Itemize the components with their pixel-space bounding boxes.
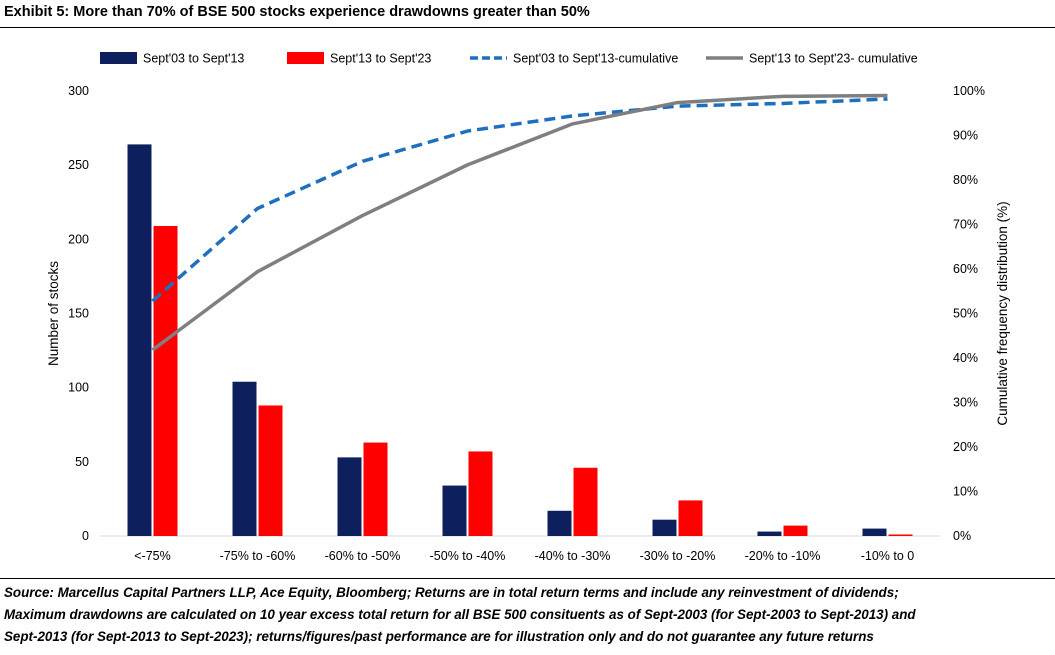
y2-tick-label: 30% bbox=[953, 396, 978, 410]
bar bbox=[232, 381, 257, 536]
x-tick-label: -50% to -40% bbox=[430, 549, 506, 563]
x-tick-label: -75% to -60% bbox=[220, 549, 296, 563]
bar bbox=[547, 510, 572, 536]
cumulative-line bbox=[151, 97, 888, 303]
x-tick-label: <-75% bbox=[134, 549, 170, 563]
x-tick-label: -60% to -50% bbox=[325, 549, 401, 563]
x-axis: <-75% -75% to -60% -60% to -50% -50% to -40… bbox=[100, 535, 940, 563]
y2-tick-label: 40% bbox=[953, 351, 978, 365]
legend-swatch bbox=[287, 52, 324, 64]
legend-label: Sept'13 to Sept'23 bbox=[330, 52, 431, 66]
legend-label: Sept'03 to Sept'13-cumulative bbox=[513, 52, 678, 66]
bar bbox=[468, 451, 493, 536]
footnote-line: Sept-2013 (for Sept-2013 to Sept-2023); … bbox=[4, 629, 874, 644]
y-tick-label: 0 bbox=[82, 529, 89, 543]
y2-tick-label: 10% bbox=[953, 485, 978, 499]
y2-tick-label: 20% bbox=[953, 440, 978, 454]
y2-tick-label: 90% bbox=[953, 129, 978, 143]
title-divider bbox=[0, 27, 1055, 28]
footnote-divider bbox=[0, 578, 1055, 579]
right-axis: 0% 10% 20% 30% 40% 50% 60% 70% 80% 90% 100% Cumulat… bbox=[953, 84, 1010, 543]
left-axis: 0 50 100 150 200 250 300 Number of stocks bbox=[46, 84, 89, 543]
y2-tick-label: 60% bbox=[953, 262, 978, 276]
bar bbox=[337, 457, 362, 536]
bar bbox=[862, 528, 887, 536]
x-tick-label: -30% to -20% bbox=[640, 549, 716, 563]
chart-area: Sept'03 to Sept'13 Sept'13 to Sept'23 Sept… bbox=[46, 52, 1010, 564]
bar bbox=[652, 519, 677, 536]
bar bbox=[678, 500, 703, 536]
x-tick-label: -40% to -30% bbox=[535, 549, 611, 563]
cumulative-lines bbox=[151, 93, 888, 352]
y-axis-label: Number of stocks bbox=[46, 261, 61, 366]
bar bbox=[888, 534, 913, 536]
y-tick-label: 150 bbox=[68, 307, 89, 321]
legend-swatch bbox=[100, 52, 137, 64]
x-tick-label: -10% to 0 bbox=[861, 549, 915, 563]
bar bbox=[153, 225, 178, 536]
x-tick-label: -20% to -10% bbox=[745, 549, 821, 563]
legend-label: Sept'03 to Sept'13 bbox=[143, 52, 244, 66]
y-tick-label: 200 bbox=[68, 232, 89, 246]
y-tick-label: 50 bbox=[75, 455, 89, 469]
legend-label: Sept'13 to Sept'23- cumulative bbox=[749, 52, 918, 66]
bar bbox=[757, 531, 782, 536]
bar bbox=[783, 525, 808, 536]
y2-tick-label: 0% bbox=[953, 529, 971, 543]
bar bbox=[363, 442, 388, 536]
y-tick-label: 300 bbox=[68, 84, 89, 98]
footnote-line: Maximum drawdowns are calculated on 10 y… bbox=[4, 607, 916, 622]
y2-tick-label: 80% bbox=[953, 173, 978, 187]
bar bbox=[258, 405, 283, 536]
bars bbox=[127, 144, 913, 536]
chart-title: Exhibit 5: More than 70% of BSE 500 stoc… bbox=[4, 4, 590, 20]
y2-tick-label: 100% bbox=[953, 84, 985, 98]
y2-tick-label: 70% bbox=[953, 218, 978, 232]
legend: Sept'03 to Sept'13 Sept'13 to Sept'23 Sept… bbox=[100, 52, 918, 66]
y-tick-label: 100 bbox=[68, 381, 89, 395]
footnote: Source: Marcellus Capital Partners LLP, … bbox=[4, 582, 1052, 648]
y-tick-label: 250 bbox=[68, 158, 89, 172]
bar bbox=[573, 467, 598, 536]
y2-tick-label: 50% bbox=[953, 307, 978, 321]
y2-axis-label: Cumulative frequency distribution (%) bbox=[995, 201, 1010, 425]
bar bbox=[442, 485, 467, 536]
bar bbox=[127, 144, 152, 536]
cumulative-line bbox=[151, 93, 888, 352]
footnote-line: Source: Marcellus Capital Partners LLP, … bbox=[4, 585, 899, 600]
